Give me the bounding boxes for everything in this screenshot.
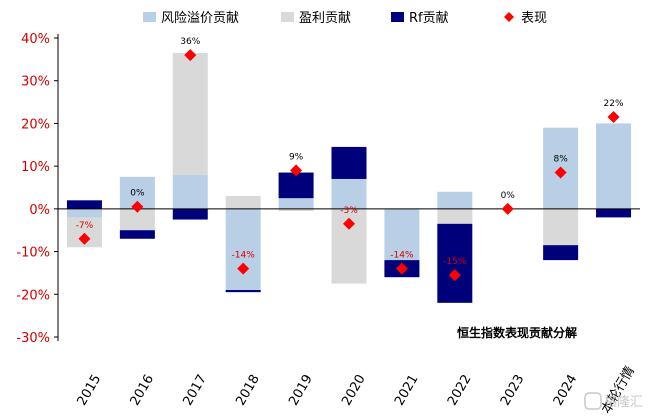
data-label: 0%: [130, 189, 145, 199]
bar-segment: [172, 208, 208, 220]
bar-segment: [596, 208, 632, 218]
bar-segment: [278, 198, 314, 209]
chart-annotation: 恒生指数表现贡献分解: [457, 325, 577, 340]
bar-segment: [66, 200, 102, 209]
x-tick-label: 2017: [180, 372, 210, 408]
bar-segment: [225, 208, 261, 291]
bar-segment: [119, 208, 155, 231]
watermark-text: 格隆汇: [604, 394, 643, 410]
y-tick-label: 40%: [21, 32, 50, 47]
bar-segment: [278, 208, 314, 211]
legend-label: 表现: [521, 11, 547, 26]
legend-item: 表现: [504, 11, 547, 26]
performance-point: [501, 202, 514, 215]
bar-segment: [543, 208, 579, 246]
bar-segment: [119, 230, 155, 239]
legend-swatch: [504, 12, 514, 22]
y-tick-label: 20%: [21, 117, 50, 132]
y-tick-label: 0%: [29, 203, 50, 218]
legend-label: 盈利贡献: [299, 11, 351, 26]
performance-point: [78, 232, 91, 245]
watermark-logo-icon: [584, 392, 602, 410]
performance-point: [237, 262, 250, 275]
y-tick-label: -10%: [16, 246, 50, 261]
data-label: -7%: [76, 221, 94, 231]
x-tick-label: 2018: [233, 372, 263, 408]
bar-segment: [331, 178, 367, 209]
bar-segment: [437, 191, 473, 209]
performance-point: [131, 200, 144, 213]
data-label: 0%: [501, 191, 516, 201]
data-label: -14%: [390, 251, 414, 261]
bar-segment: [225, 196, 261, 209]
y-tick-label: 30%: [21, 75, 50, 90]
x-tick-label: 2016: [128, 372, 158, 408]
bar-segment: [437, 223, 473, 303]
performance-point: [184, 49, 197, 62]
x-tick-label: 2020: [339, 372, 369, 408]
legend-item: 盈利贡献: [281, 11, 351, 26]
data-label: -14%: [232, 251, 256, 261]
legend-label: 风险溢价贡献: [161, 11, 239, 26]
x-tick-label: 2021: [392, 372, 422, 408]
x-tick-label: 2015: [75, 372, 105, 408]
legend-label: Rf贡献: [409, 11, 449, 26]
bar-segment: [66, 208, 102, 218]
bar-segment: [172, 174, 208, 209]
bar-segment: [596, 123, 632, 209]
data-label: 36%: [180, 37, 200, 47]
watermark: 格隆汇: [584, 392, 643, 410]
performance-point: [554, 166, 567, 179]
legend-swatch: [391, 12, 404, 22]
x-tick-label: 2024: [551, 372, 581, 408]
performance-point: [343, 217, 355, 230]
data-label: -3%: [340, 206, 358, 216]
bar-segment: [225, 290, 261, 293]
bar-segment: [384, 208, 420, 261]
performance-point: [395, 262, 408, 275]
legend-item: 风险溢价贡献: [143, 11, 239, 26]
data-label: -15%: [443, 257, 467, 267]
x-tick-label: 2019: [286, 372, 316, 408]
x-tick-label: 2022: [445, 372, 475, 408]
x-tick-label: 2023: [498, 372, 528, 408]
performance-point: [607, 111, 620, 124]
legend-swatch: [281, 12, 294, 22]
y-tick-label: -30%: [16, 331, 50, 346]
data-label: 9%: [289, 152, 304, 162]
bar-segment: [437, 208, 473, 224]
legend-swatch: [143, 12, 156, 22]
performance-point: [448, 269, 461, 282]
data-label: 22%: [604, 99, 624, 109]
y-tick-label: 10%: [21, 160, 50, 175]
bar-segment: [331, 146, 367, 179]
y-tick-label: -20%: [16, 288, 50, 303]
bar-segment: [172, 52, 208, 175]
performance-point: [290, 164, 303, 177]
legend-item: Rf贡献: [391, 11, 449, 26]
data-label: 8%: [553, 155, 568, 165]
bar-segment: [278, 172, 314, 199]
bar-segment: [543, 245, 579, 261]
